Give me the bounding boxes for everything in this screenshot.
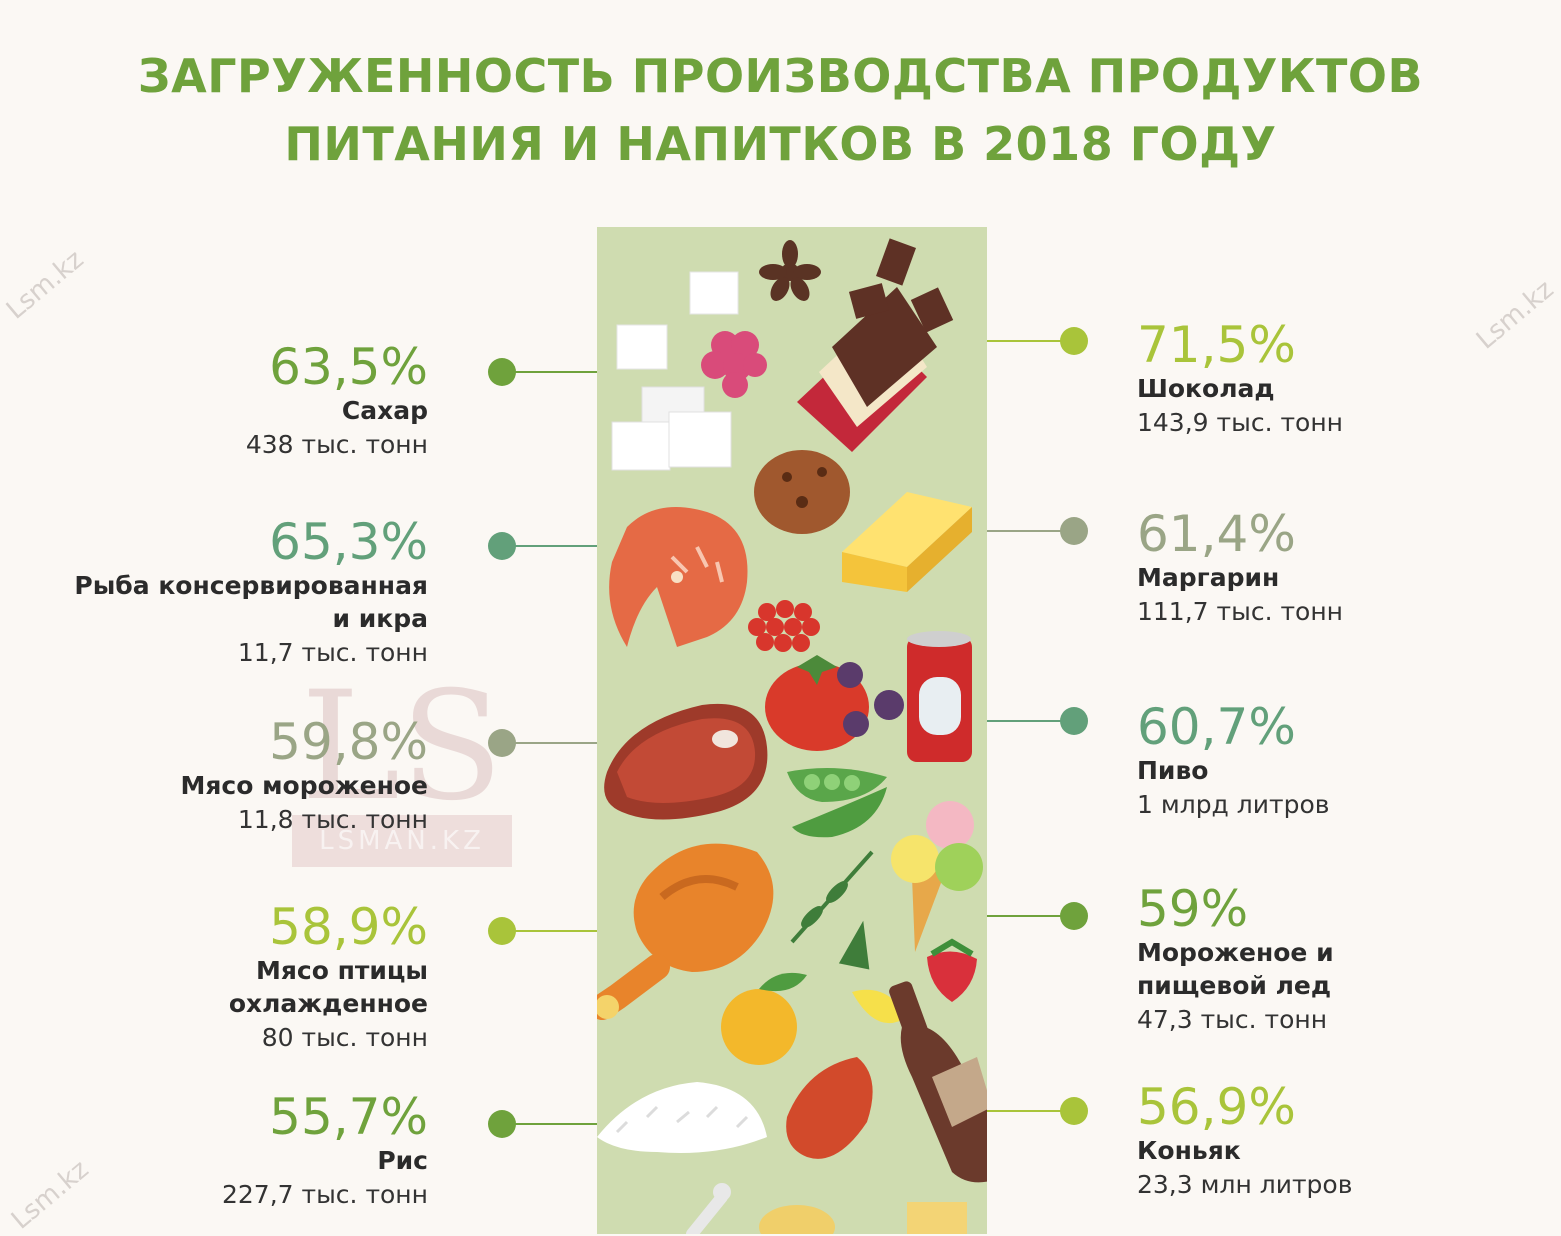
marker-dot <box>1060 517 1088 545</box>
percent-value: 58,9% <box>269 898 428 956</box>
category-label-block: 58,9% Мясо птицы охлажденное 80 тыс. тонн <box>20 900 428 1056</box>
production-amount: 143,9 тыс. тонн <box>1137 408 1344 437</box>
pasta-icon <box>759 1202 967 1234</box>
category-name: Пиво <box>1137 756 1209 785</box>
bone-icon <box>686 1183 731 1234</box>
caviar-icon <box>748 600 820 652</box>
percent-value: 59,8% <box>269 713 428 771</box>
category-label-block: 65,3% Рыба консервированная и икра 11,7 тыс… <box>20 515 428 671</box>
category-name: Рис <box>377 1146 428 1175</box>
raspberry-icon <box>701 331 767 398</box>
sugar-cubes-icon <box>611 271 739 471</box>
category-name: Мясо мороженое <box>180 771 428 800</box>
production-amount: 227,7 тыс. тонн <box>221 1180 428 1209</box>
production-amount: 11,8 тыс. тонн <box>237 805 428 834</box>
category-name: Маргарин <box>1137 563 1280 592</box>
marker-dot <box>488 917 516 945</box>
apricot-icon <box>721 972 807 1065</box>
category-name: Сахар <box>341 396 428 425</box>
cookie-icon <box>754 450 850 534</box>
plums-icon <box>837 662 904 737</box>
percent-value: 55,7% <box>269 1088 428 1146</box>
marker-dot <box>488 1110 516 1138</box>
strawberry-icon <box>927 938 977 1002</box>
marker-dot <box>1060 327 1088 355</box>
category-name: Шоколад <box>1137 374 1275 403</box>
marker-dot <box>488 358 516 386</box>
production-amount: 1 млрд литров <box>1137 790 1330 819</box>
percent-value: 63,5% <box>269 338 428 396</box>
marker-dot <box>1060 1097 1088 1125</box>
category-name: пищевой лед <box>1137 971 1332 1000</box>
category-name: Коньяк <box>1137 1136 1241 1165</box>
category-label-block: 56,9% Коньяк 23,3 млн литров <box>1137 1080 1557 1203</box>
wine-bottle-icon <box>889 981 987 1183</box>
category-name: охлажденное <box>228 989 428 1018</box>
category-label-block: 71,5% Шоколад 143,9 тыс. тонн <box>1137 318 1557 441</box>
food-illustrations <box>597 238 987 1234</box>
production-amount: 438 тыс. тонн <box>245 430 428 459</box>
herb-sprig-icon <box>790 850 874 970</box>
category-name: и икра <box>332 604 428 633</box>
fish-fillet-icon <box>786 1057 873 1159</box>
star-anise-icon <box>759 240 821 301</box>
percent-value: 65,3% <box>269 513 428 571</box>
ice-cream-icon <box>891 801 983 952</box>
watermark-logo-bar: LSMAN.KZ <box>292 815 512 867</box>
percent-value: 71,5% <box>1137 316 1296 374</box>
peas-pod-icon <box>787 768 887 838</box>
page-title: ЗАГРУЖЕННОСТЬ ПРОИЗВОДСТВА ПРОДУКТОВ ПИТ… <box>0 42 1561 178</box>
marker-dot <box>1060 707 1088 735</box>
watermark-logo: LS <box>300 660 504 834</box>
category-name: Рыба консервированная <box>74 571 428 600</box>
title-line-2: ПИТАНИЯ И НАПИТКОВ В 2018 ГОДУ <box>284 117 1277 171</box>
category-name: Мороженое и <box>1137 938 1334 967</box>
category-name: Мясо птицы <box>255 956 428 985</box>
steak-icon <box>604 703 768 820</box>
category-label-block: 63,5% Сахар 438 тыс. тонн <box>20 340 428 463</box>
lemon-slice-icon <box>852 989 907 1024</box>
category-label-block: 55,7% Рис 227,7 тыс. тонн <box>20 1090 428 1213</box>
percent-value: 56,9% <box>1137 1078 1296 1136</box>
marker-dot <box>1060 902 1088 930</box>
percent-value: 60,7% <box>1137 698 1296 756</box>
production-amount: 23,3 млн литров <box>1137 1170 1353 1199</box>
salmon-steak-icon <box>609 507 748 647</box>
category-label-block: 60,7% Пиво 1 млрд литров <box>1137 700 1557 823</box>
roast-chicken-icon <box>597 843 774 1020</box>
production-amount: 47,3 тыс. тонн <box>1137 1005 1328 1034</box>
food-illustration-strip <box>597 227 987 1234</box>
marker-dot <box>488 532 516 560</box>
rice-pile-icon <box>597 1082 767 1153</box>
production-amount: 11,7 тыс. тонн <box>237 638 428 667</box>
category-label-block: 59,8% Мясо мороженое 11,8 тыс. тонн <box>20 715 428 838</box>
percent-value: 61,4% <box>1137 505 1296 563</box>
production-amount: 80 тыс. тонн <box>261 1023 428 1052</box>
title-line-1: ЗАГРУЖЕННОСТЬ ПРОИЗВОДСТВА ПРОДУКТОВ <box>137 49 1424 103</box>
butter-block-icon <box>842 492 972 592</box>
category-label-block: 59% Мороженое и пищевой лед 47,3 тыс. тонн <box>1137 882 1557 1038</box>
production-amount: 111,7 тыс. тонн <box>1137 597 1344 626</box>
percent-value: 59% <box>1137 880 1249 938</box>
watermark-text: Lsm.kz <box>0 244 90 326</box>
chocolate-bar-icon <box>797 238 954 452</box>
category-label-block: 61,4% Маргарин 111,7 тыс. тонн <box>1137 507 1557 630</box>
soda-can-icon <box>907 631 972 762</box>
